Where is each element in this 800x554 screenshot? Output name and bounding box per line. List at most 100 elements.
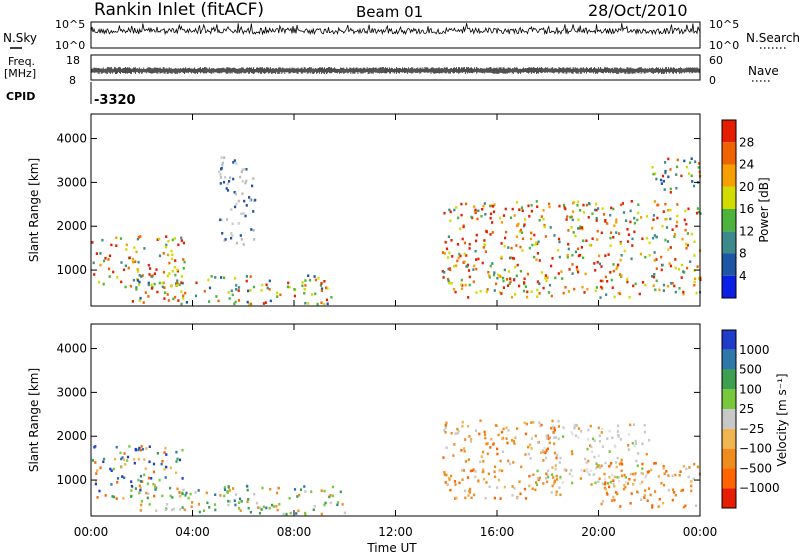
echo-cell <box>551 257 554 260</box>
echo-cell <box>123 476 126 480</box>
echo-cell <box>223 486 226 489</box>
echo-cell <box>136 237 139 241</box>
echo-cell <box>463 241 466 245</box>
echo-cell <box>685 246 688 250</box>
echo-cell <box>682 505 685 509</box>
echo-cell <box>507 246 510 249</box>
echo-cell <box>458 252 461 256</box>
echo-cell <box>155 509 158 512</box>
echo-cell <box>486 442 489 445</box>
echo-cell <box>246 488 249 492</box>
echo-cell <box>629 502 632 505</box>
echo-cell <box>535 200 538 203</box>
echo-cell <box>453 208 456 212</box>
echo-cell <box>653 234 656 237</box>
nave-tick-bottom: 0 <box>709 74 716 87</box>
echo-cell <box>480 214 483 218</box>
echo-cell <box>638 292 641 296</box>
echo-cell <box>641 467 644 470</box>
colorbar-tick-label: 4 <box>739 269 747 283</box>
echo-cell <box>485 481 488 484</box>
velocity-panel: 1000 2000 3000 4000 Slant Range [km] <box>27 323 701 517</box>
echo-cell <box>576 247 580 251</box>
echo-cell <box>631 472 634 476</box>
echo-cell <box>553 482 556 485</box>
echo-cell <box>180 302 183 306</box>
echo-cell <box>231 234 234 237</box>
echo-cell <box>557 419 560 423</box>
colorbar-segment <box>722 253 736 276</box>
echo-cell <box>591 437 595 441</box>
echo-cell <box>139 486 142 490</box>
echo-cell <box>169 494 172 498</box>
echo-cell <box>685 222 688 226</box>
echo-cell <box>651 165 654 169</box>
echo-cell <box>536 252 539 255</box>
echo-cell <box>669 208 672 212</box>
echo-cell <box>688 172 691 175</box>
echo-cell <box>141 448 145 451</box>
echo-cell <box>653 200 656 203</box>
echo-cell <box>536 295 539 298</box>
echo-cell <box>618 462 621 466</box>
echo-cell <box>451 255 454 258</box>
echo-cell <box>134 487 137 490</box>
echo-cell <box>265 506 268 510</box>
echo-cell <box>231 222 234 226</box>
echo-cell <box>175 282 178 285</box>
echo-cell <box>621 202 624 205</box>
echo-cell <box>520 465 523 469</box>
echo-cell <box>160 462 163 466</box>
echo-cell <box>276 295 279 298</box>
echo-cell <box>133 461 136 465</box>
echo-cell <box>671 228 674 231</box>
echo-cell <box>133 246 136 249</box>
echo-cell <box>92 261 95 265</box>
echo-cell <box>154 486 157 489</box>
echo-cell <box>520 206 524 210</box>
echo-cell <box>567 229 570 232</box>
nsearch-tick-top: 10^5 <box>709 18 739 31</box>
colorbar-tick-label: 500 <box>739 363 762 377</box>
echo-cell <box>181 448 184 452</box>
echo-cell <box>584 272 587 276</box>
echo-cell <box>219 494 222 497</box>
echo-cell <box>285 512 288 516</box>
echo-cell <box>503 485 506 489</box>
echo-cell <box>111 495 114 498</box>
echo-cell <box>666 284 670 288</box>
echo-cell <box>662 283 666 287</box>
echo-cell <box>625 481 628 484</box>
echo-cell <box>331 494 335 498</box>
echo-cell <box>487 270 490 274</box>
echo-cell <box>134 260 137 263</box>
echo-cell <box>503 244 506 248</box>
echo-cell <box>182 258 185 261</box>
echo-cell <box>673 284 676 288</box>
echo-cell <box>240 500 243 503</box>
echo-cell <box>513 487 516 490</box>
echo-cell <box>180 236 183 240</box>
echo-cell <box>604 275 607 279</box>
echo-cell <box>247 498 250 501</box>
echo-cell <box>447 477 451 480</box>
echo-cell <box>243 168 246 171</box>
echo-cell <box>483 430 486 434</box>
echo-cell <box>679 470 682 473</box>
echo-cell <box>653 259 656 262</box>
echo-cell <box>449 219 452 222</box>
echo-cell <box>110 243 113 247</box>
echo-cell <box>262 505 265 509</box>
echo-cell <box>577 218 580 222</box>
echo-cell <box>524 497 528 500</box>
echo-cell <box>138 491 141 495</box>
echo-cell <box>156 452 159 455</box>
echo-cell <box>587 438 590 441</box>
echo-cell <box>645 473 648 476</box>
echo-cell <box>241 168 244 171</box>
echo-cell <box>681 237 684 241</box>
echo-cell <box>693 240 696 244</box>
echo-cell <box>103 457 106 461</box>
echo-cell <box>652 214 656 217</box>
colorbar-tick-label: 1000 <box>739 343 770 357</box>
